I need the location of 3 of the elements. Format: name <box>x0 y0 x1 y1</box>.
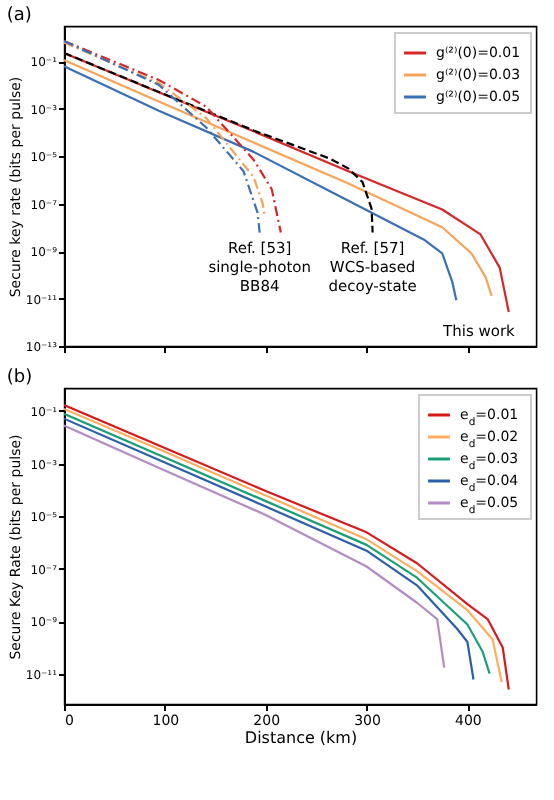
x-axis-title: Distance (km) <box>244 729 358 747</box>
chart-title: (a) <box>6 6 32 26</box>
chart-title: (b) <box>6 368 33 388</box>
